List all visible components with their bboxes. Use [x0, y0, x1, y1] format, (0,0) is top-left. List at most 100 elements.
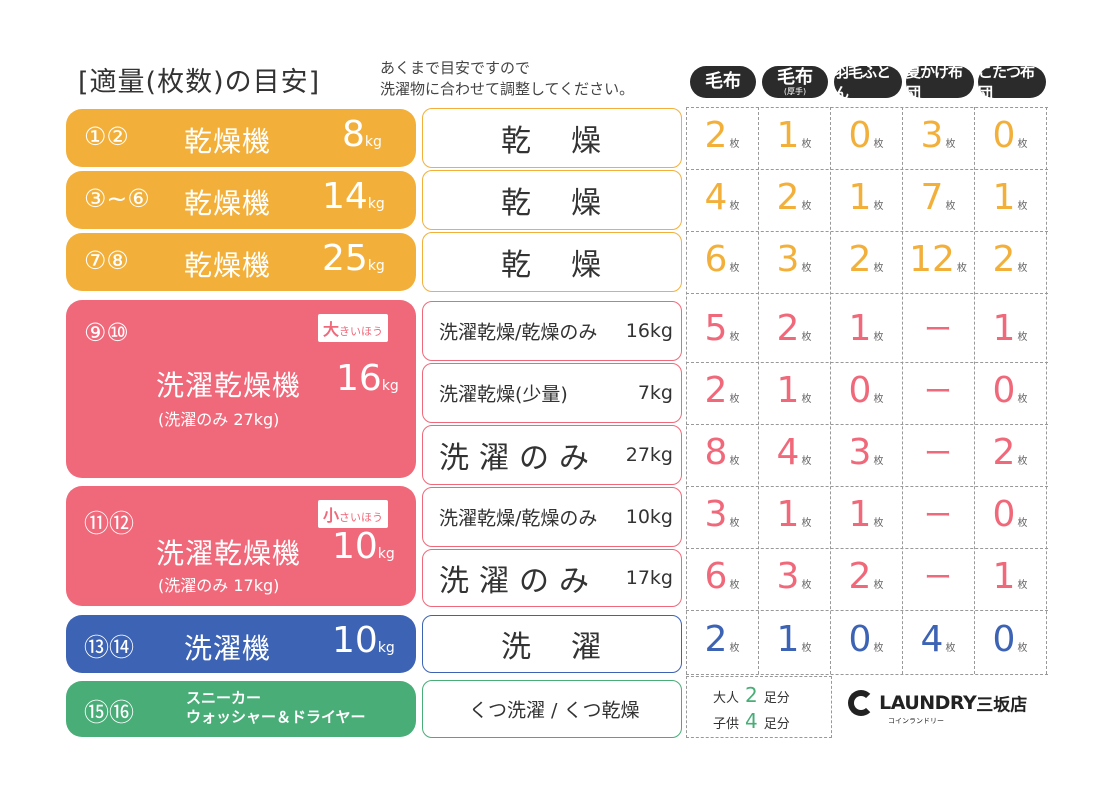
mode-label: 洗濯乾燥(少量)	[439, 383, 568, 406]
machine-washer-dryer-10kg: ⑪⑫ 小さいほう 洗濯乾燥機 10kg (洗濯のみ 17kg)	[66, 486, 416, 606]
machine-capacity: 10kg	[332, 620, 395, 661]
mode-kg: 27kg	[625, 444, 673, 466]
wash-only-capacity: (洗濯のみ 27kg)	[158, 410, 280, 429]
column-header-blanket: 毛布	[690, 66, 756, 98]
mode-label: 洗濯のみ	[439, 564, 599, 599]
column-header-down-futon: 羽毛ふとん	[834, 63, 902, 102]
column-header-summer-futon: 夏かけ布団	[906, 63, 974, 102]
machine-numbers: ⑮⑯	[84, 698, 135, 727]
machine-name: 洗濯機	[184, 632, 272, 665]
mode-box-wash-dry-small: 洗濯乾燥(少量) 7kg	[422, 363, 682, 423]
machine-numbers: ⑦⑧	[84, 246, 129, 275]
size-tag-large: 大きいほう	[318, 314, 389, 342]
machine-washer-dryer-16kg: ⑨⑩ 大きいほう 洗濯乾燥機 16kg (洗濯のみ 27kg)	[66, 300, 416, 478]
size-tag-small: 小さいほう	[318, 500, 389, 528]
machine-dryer-25kg: ⑦⑧ 乾燥機 25kg	[66, 233, 416, 291]
machine-capacity: 16kg	[336, 358, 399, 399]
machine-numbers: ⑬⑭	[84, 633, 135, 662]
wash-only-capacity: (洗濯のみ 17kg)	[158, 576, 280, 595]
machine-capacity: 8kg	[342, 114, 382, 155]
machine-dryer-8kg: ①② 乾燥機 8kg	[66, 109, 416, 167]
mode-label: 洗濯乾燥/乾燥のみ	[439, 507, 598, 530]
mode-label: 洗濯	[501, 630, 641, 665]
machine-name: 洗濯乾燥機	[156, 369, 302, 402]
machine-name: 乾燥機	[184, 249, 272, 282]
mode-kg: 7kg	[637, 382, 673, 404]
machine-name: 乾燥機	[184, 125, 272, 158]
mode-kg: 17kg	[625, 567, 673, 589]
count-cell: ー	[923, 499, 952, 532]
machine-washer-10kg: ⑬⑭ 洗濯機 10kg	[66, 615, 416, 673]
count-cell: ー	[923, 375, 952, 408]
mode-label: くつ洗濯 / くつ乾燥	[469, 699, 640, 722]
logo-c-icon	[848, 690, 874, 716]
mode-label: 洗濯乾燥/乾燥のみ	[439, 321, 598, 344]
machine-sneaker-washer-dryer: ⑮⑯ スニーカー ウォッシャー＆ドライヤー	[66, 681, 416, 737]
mode-label: 乾燥	[501, 248, 641, 283]
machine-numbers: ①②	[84, 122, 129, 151]
machine-numbers: ③~⑥	[84, 184, 150, 213]
machine-name: 洗濯乾燥機	[156, 537, 302, 570]
machine-capacity: 14kg	[322, 176, 385, 217]
column-header-thick-blanket: 毛布 (厚手)	[762, 66, 828, 98]
machine-name: 乾燥機	[184, 187, 272, 220]
mode-box-wash-dry: 洗濯乾燥/乾燥のみ 16kg	[422, 301, 682, 361]
count-cell: ー	[923, 561, 952, 594]
machine-capacity: 10kg	[332, 526, 395, 567]
column-header-kotatsu-futon: こたつ布団	[978, 63, 1046, 102]
mode-label: 乾燥	[501, 124, 641, 159]
mode-kg: 16kg	[625, 320, 673, 342]
mode-box-dry: 乾燥	[422, 108, 682, 168]
count-cell: 12 枚	[909, 239, 967, 280]
mode-box-shoes: くつ洗濯 / くつ乾燥	[422, 680, 682, 738]
mode-box-dry: 乾燥	[422, 232, 682, 292]
mode-kg: 10kg	[625, 506, 673, 528]
count-cell: ー	[923, 437, 952, 470]
child-shoe-capacity: 子供 4 足分	[713, 709, 790, 733]
mode-box-wash-only: 洗濯のみ 27kg	[422, 425, 682, 485]
mode-box-wash-dry: 洗濯乾燥/乾燥のみ 10kg	[422, 487, 682, 547]
machine-capacity: 25kg	[322, 238, 385, 279]
mode-box-wash-only: 洗濯のみ 17kg	[422, 549, 682, 607]
mode-label: 洗濯のみ	[439, 441, 599, 476]
usage-note: あくまで目安ですので 洗濯物に合わせて調整してください。	[380, 59, 635, 98]
store-logo: LAUNDRY三坂店 コインランドリー	[848, 690, 1027, 725]
count-grid	[686, 107, 1048, 738]
machine-name: スニーカー ウォッシャー＆ドライヤー	[186, 689, 366, 726]
page-title: [適量(枚数)の目安]	[78, 67, 321, 98]
